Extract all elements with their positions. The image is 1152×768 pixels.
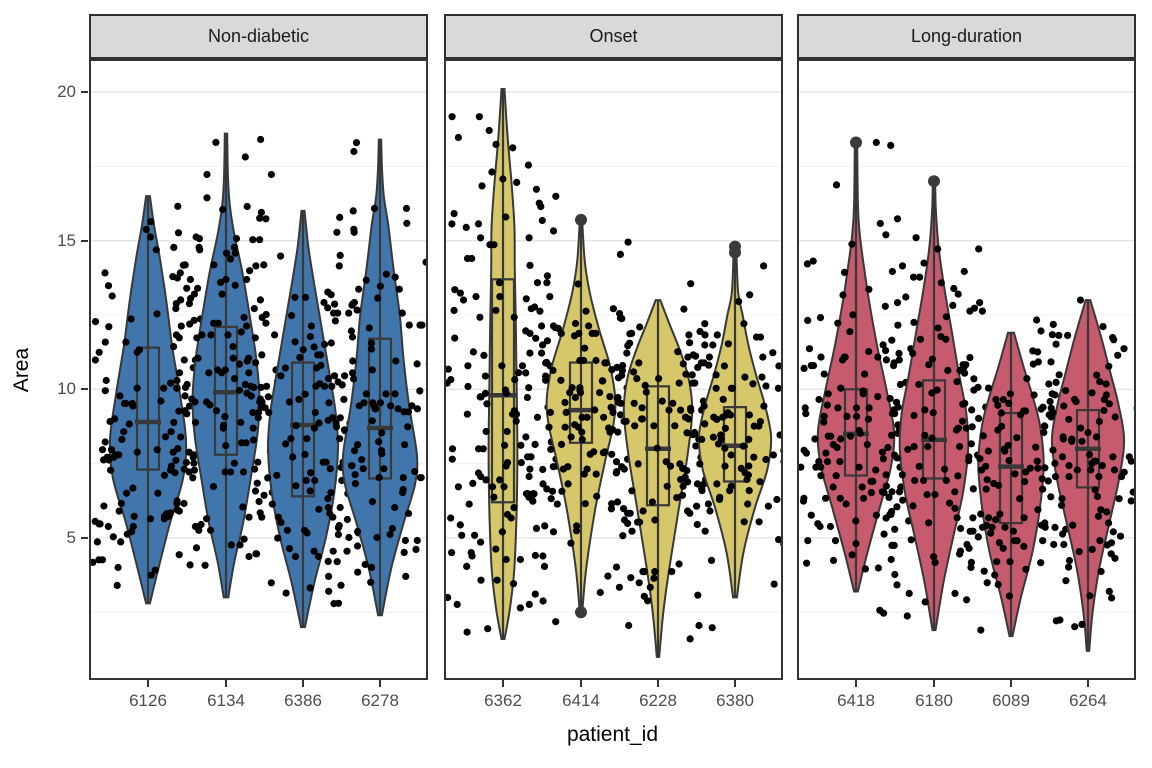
- x-tick-label: 6278: [361, 691, 399, 710]
- panel-canvas: [89, 59, 440, 680]
- x-tick-label: 6380: [716, 691, 754, 710]
- x-tick-mark: [1010, 680, 1012, 687]
- facet-panel-long-duration: [797, 59, 1147, 680]
- panel-border: [89, 59, 428, 680]
- x-tick-mark: [502, 680, 504, 687]
- jitter-points-6134: [167, 135, 285, 587]
- y-axis-title: Area: [10, 347, 33, 393]
- x-tick-mark: [933, 680, 935, 687]
- jitter-points-6380: [675, 262, 793, 599]
- x-tick-label: 6418: [837, 691, 875, 710]
- y-tick-label: 15: [57, 230, 76, 250]
- panel-border: [797, 59, 1136, 680]
- facet-strip-label: Onset: [589, 26, 638, 46]
- boxplot-6180: [921, 379, 947, 480]
- y-tick-mark: [81, 91, 88, 93]
- y-tick-label: 20: [57, 82, 76, 101]
- jitter-points-6228: [598, 305, 717, 643]
- panel-canvas: [443, 59, 793, 680]
- x-axis-title: patient_id: [566, 723, 659, 746]
- facet-strip-long-duration: Long-duration: [797, 14, 1136, 59]
- outlier-point: [729, 246, 741, 259]
- x-tick-label: 6089: [992, 691, 1030, 710]
- x-tick-mark: [657, 680, 659, 687]
- x-tick-label: 6228: [639, 691, 677, 710]
- boxplot-6362: [490, 278, 516, 504]
- jitter-points-6180: [874, 219, 993, 634]
- x-tick-label: 6414: [562, 691, 600, 710]
- jitter-points-6264: [1029, 296, 1147, 631]
- facet-strip-label: Long-duration: [910, 26, 1023, 46]
- y-tick-label: 10: [57, 379, 76, 399]
- x-tick-mark: [734, 680, 736, 687]
- jitter-points-6362: [443, 113, 562, 636]
- x-tick-mark: [147, 680, 149, 687]
- x-tick-mark: [855, 680, 857, 687]
- outlier-point: [575, 213, 587, 226]
- panel-canvas: [797, 59, 1147, 680]
- outlier-point: [575, 606, 587, 619]
- facet-panel-onset: [443, 59, 793, 680]
- x-tick-mark: [225, 680, 227, 687]
- y-tick-mark: [81, 536, 88, 539]
- x-tick-mark: [379, 680, 381, 687]
- x-tick-mark: [580, 680, 582, 687]
- boxplot-6126: [135, 346, 161, 471]
- y-tick-mark: [81, 239, 88, 242]
- panel-border: [444, 59, 783, 680]
- outlier-point: [928, 175, 940, 188]
- x-tick-label: 6134: [207, 691, 245, 710]
- y-tick-label: 5: [66, 527, 76, 547]
- x-tick-mark: [302, 680, 304, 687]
- y-tick-mark: [81, 388, 88, 391]
- x-tick-label: 6264: [1069, 691, 1107, 710]
- x-tick-label: 6362: [484, 691, 522, 710]
- facet-strip-label: Non-diabetic: [207, 26, 310, 46]
- x-tick-label: 6386: [284, 691, 322, 710]
- jitter-points-6386: [245, 207, 363, 608]
- facet-panel-non-diabetic: [89, 59, 440, 680]
- x-tick-mark: [1087, 680, 1089, 687]
- jitter-points-6418: [797, 138, 915, 579]
- x-tick-label: 6180: [915, 691, 953, 710]
- facet-strip-onset: Onset: [444, 14, 783, 59]
- x-tick-label: 6126: [129, 691, 167, 710]
- facet-strip-non-diabetic: Non-diabetic: [89, 14, 428, 59]
- outlier-point: [850, 136, 862, 149]
- boxplot-6228: [645, 385, 671, 507]
